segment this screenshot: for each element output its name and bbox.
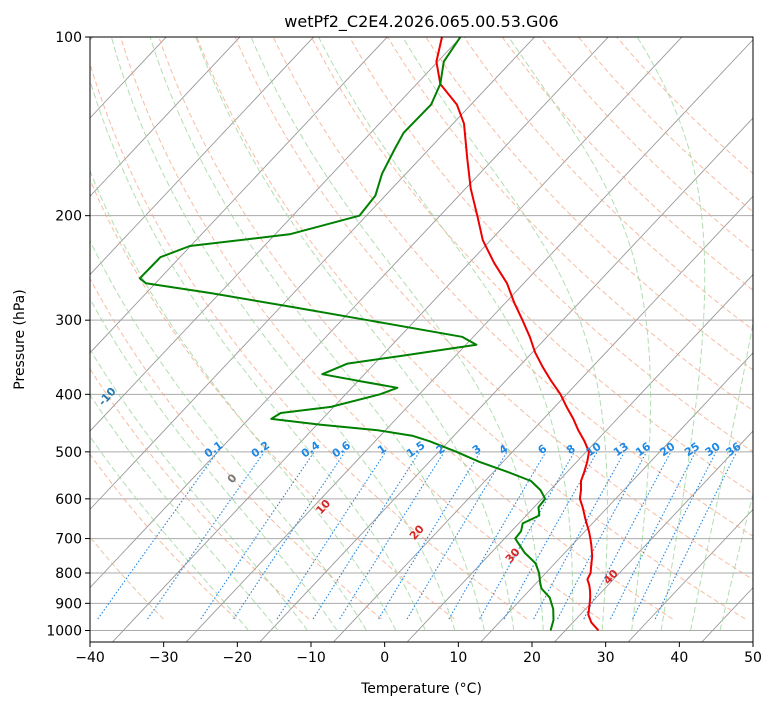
isotherm-line [90,37,462,432]
moist-adiabat-line [508,37,652,631]
x-tick-label: 20 [523,650,541,666]
isotherm-grid [90,37,753,642]
isotherm-line [90,37,388,354]
y-tick-label: 600 [55,492,82,508]
mixing-ratio-line [448,452,546,620]
isotherm-line [480,352,753,642]
y-tick-label: 500 [55,445,82,461]
x-tick-label: 10 [449,650,467,666]
dry-adiabat-line [90,277,383,620]
isotherm-line [90,37,315,276]
mixing-ratio-labels: 0.1 0.2 0.4 0.6 1 1.5 2 3 4 6 8 10 13 16 20 25 30 36 [202,438,744,460]
x-tick-label: 50 [744,650,762,666]
moist-adiabat-line [90,78,426,631]
x-tick-label: −20 [223,650,253,666]
moist-adiabat-line [149,37,485,631]
dry-adiabat-line [272,37,753,537]
y-tick-label: 200 [55,209,82,225]
dry-adiabat-line [158,37,673,620]
moist-adiabat-line [318,37,574,631]
isotherm-line [90,37,609,589]
moist-adiabat-line [90,169,397,631]
mixing-ratio-line [200,452,315,620]
mixing-ratio-line [339,452,445,620]
mixing-ratio-line [276,452,386,620]
y-tick-label: 900 [55,596,82,612]
y-axis-label: Pressure (hPa) [12,289,28,389]
y-tick-label: 1000 [46,624,82,640]
dry-adiabat-line [501,37,753,291]
isotherm-line [406,273,753,642]
y-tick-label: 100 [55,30,82,46]
dry-adiabat-line [615,37,753,175]
x-axis-label: Temperature (°C) [360,681,482,697]
dewpoint-profile-line [138,37,555,631]
moist-adiabat-line [195,37,515,631]
chart-title: wetPf2_C2E4.2026.065.00.53.G06 [284,12,558,32]
dry-adiabat-line [120,37,601,620]
mixing-ratio-lines [97,452,737,620]
moist-adiabat-line [402,37,608,631]
dry-adiabat-line [539,37,753,252]
mixing-ratio-line [610,452,696,620]
isotherm-line [554,430,753,642]
profile-lines [138,37,600,632]
dry-adiabat-line [463,37,753,331]
dry-adiabat-line [234,37,753,581]
mixing-ratio-line [533,452,625,620]
x-tick-label: −30 [149,650,179,666]
mixing-ratio-line [654,452,737,620]
x-tick-label: −10 [296,650,326,666]
isotherm-line [333,195,753,642]
isotherm-line [90,37,241,197]
dry-adiabat-line [90,178,455,620]
plot-frame [89,36,754,643]
x-tick-label: −40 [75,650,105,666]
mixing-ratio-line [233,452,346,620]
mixing-ratio-line [632,452,717,620]
mixing-ratio-line [378,452,481,620]
dry-adiabat-line [90,62,528,620]
moist-adiabat-line [90,435,249,631]
y-axis-ticks: 100 200 300 400 500 600 700 800 900 1000 [46,30,90,640]
x-tick-label: 30 [597,650,615,666]
moist-adiabat-line [110,37,456,631]
mixing-ratio-line [406,452,508,620]
x-axis-ticks: −40 −30 −20 −10 0 10 20 30 40 50 [75,642,762,666]
moist-adiabat-line [90,239,367,631]
isotherm-line [259,117,753,642]
mixing-ratio-line [312,452,420,620]
isotherm-line [112,37,683,642]
x-tick-label: 0 [380,650,389,666]
dry-adiabat-line [425,37,753,371]
dry-adiabat-line [90,453,237,620]
moist-adiabat-line [90,393,279,631]
dry-adiabat-line [310,37,753,495]
x-tick-label: 40 [670,650,688,666]
y-tick-label: 700 [55,532,82,548]
dry-adiabat-line [349,37,753,453]
isotherm-line [90,37,536,511]
isotherm-line [627,508,753,642]
y-tick-label: 400 [55,387,82,403]
moist-adiabat-line [636,37,706,631]
moist-adiabats [90,37,753,631]
dry-adiabat-line [387,37,753,412]
y-tick-label: 300 [55,313,82,329]
y-tick-label: 800 [55,566,82,582]
moist-adiabat-line [90,348,308,631]
moist-adiabat-line [690,320,753,631]
isotherm-line [185,39,753,642]
mixing-ratio-line [557,452,647,620]
mixing-ratio-line [147,452,265,620]
temperature-profile-line [435,37,600,632]
